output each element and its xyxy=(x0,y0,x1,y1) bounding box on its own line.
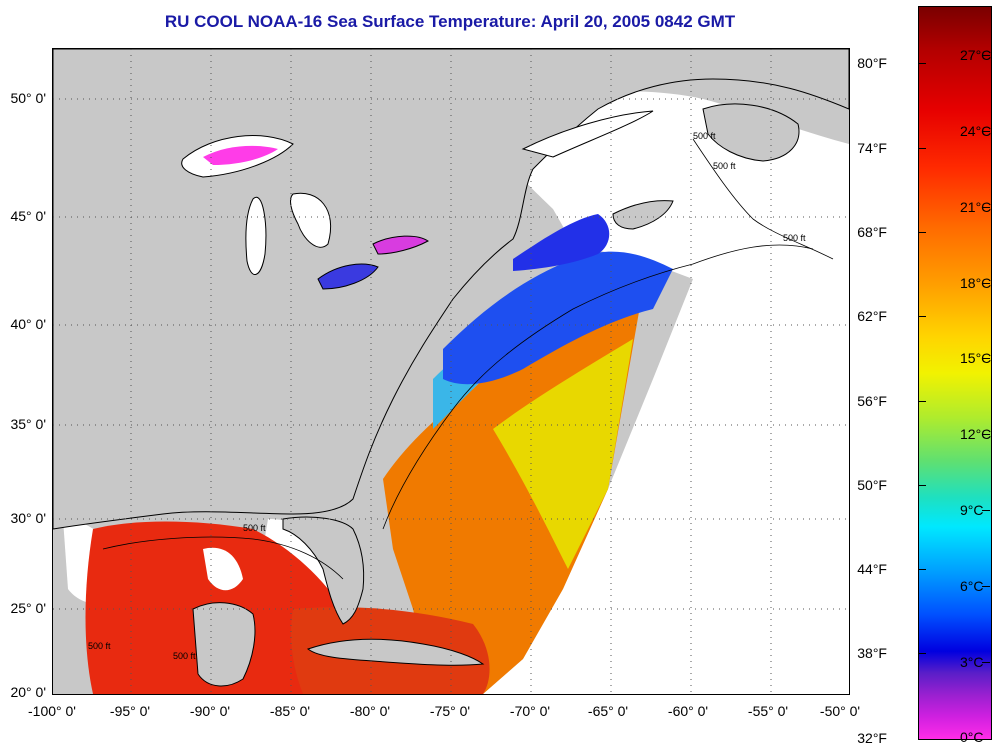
fahrenheit-label: 62°F xyxy=(857,308,887,324)
celsius-label: 21°C xyxy=(960,199,992,215)
isobath-north xyxy=(692,138,834,260)
colorbar-tick xyxy=(982,586,990,587)
fahrenheit-label: 38°F xyxy=(857,645,887,661)
colorbar-tick xyxy=(982,55,990,56)
celsius-label: 0°C xyxy=(960,729,984,745)
isobath-gulf xyxy=(102,536,344,580)
colorbar-tick xyxy=(982,434,990,435)
isobath-labels: 500 ft 500 ft 500 ft 500 ft 500 ft 500 f… xyxy=(88,131,806,661)
cuba xyxy=(306,638,485,666)
lat-label: 40° 0' xyxy=(10,316,46,332)
temperature-colorbar xyxy=(918,6,992,740)
lat-label: 30° 0' xyxy=(10,510,46,526)
fahrenheit-label: 80°F xyxy=(857,55,887,71)
lake-superior-sst xyxy=(203,145,278,165)
colorbar-tick xyxy=(918,63,926,64)
isobath-label: 500 ft xyxy=(693,131,716,141)
isobath-label: 500 ft xyxy=(713,161,736,171)
lat-label: 20° 0' xyxy=(10,684,46,700)
nova-scotia xyxy=(612,200,674,230)
st-lawrence xyxy=(521,110,654,158)
isobath-label: 500 ft xyxy=(243,523,266,533)
map-canvas: 500 ft 500 ft 500 ft 500 ft 500 ft 500 f… xyxy=(53,49,849,694)
lon-label: -55° 0' xyxy=(747,703,789,719)
celsius-label: 12°C xyxy=(960,426,992,442)
celsius-label: 3°C xyxy=(960,654,984,670)
lon-label: -65° 0' xyxy=(587,703,629,719)
gulf-of-maine-blue xyxy=(513,214,610,271)
colorbar-tick xyxy=(918,232,926,233)
colorbar-tick xyxy=(918,316,926,317)
isobaths xyxy=(102,138,834,580)
colorbar-tick xyxy=(982,283,990,284)
celsius-label: 6°C xyxy=(960,578,984,594)
fahrenheit-label: 32°F xyxy=(857,730,887,746)
sst-map: 500 ft 500 ft 500 ft 500 ft 500 ft 500 f… xyxy=(52,48,850,695)
celsius-label: 9°C xyxy=(960,502,984,518)
lat-label: 35° 0' xyxy=(10,416,46,432)
colorbar-tick xyxy=(918,148,926,149)
celsius-label: 15°C xyxy=(960,350,992,366)
lon-label: -90° 0' xyxy=(189,703,231,719)
isobath-atlantic xyxy=(382,244,814,530)
great-lakes xyxy=(181,110,654,290)
colorbar-tick xyxy=(918,485,926,486)
lat-label: 50° 0' xyxy=(10,90,46,106)
yucatan-peninsula xyxy=(192,602,256,687)
chart-title: RU COOL NOAA-16 Sea Surface Temperature:… xyxy=(164,12,736,31)
lon-label: -85° 0' xyxy=(269,703,311,719)
celsius-label: 18°C xyxy=(960,275,992,291)
fahrenheit-label: 68°F xyxy=(857,224,887,240)
colorbar-tick xyxy=(918,569,926,570)
lake-huron-outline xyxy=(290,192,332,248)
lon-label: -80° 0' xyxy=(349,703,391,719)
lat-label: 25° 0' xyxy=(10,600,46,616)
colorbar-tick xyxy=(918,401,926,402)
newfoundland xyxy=(702,103,800,162)
colorbar-tick xyxy=(982,662,990,663)
isobath-label: 500 ft xyxy=(88,641,111,651)
lon-label: -60° 0' xyxy=(667,703,709,719)
lon-label: -95° 0' xyxy=(109,703,151,719)
graticule xyxy=(53,49,849,694)
colorbar-tick xyxy=(918,653,926,654)
fahrenheit-label: 74°F xyxy=(857,140,887,156)
lon-label: -75° 0' xyxy=(429,703,471,719)
colorbar-tick xyxy=(982,207,990,208)
celsius-label: 27°C xyxy=(960,47,992,63)
gulfstream-yellow xyxy=(493,339,633,569)
celsius-label: 24°C xyxy=(960,123,992,139)
fahrenheit-label: 56°F xyxy=(857,393,887,409)
lake-erie-outline xyxy=(317,263,379,290)
fahrenheit-label: 50°F xyxy=(857,477,887,493)
lon-label: -50° 0' xyxy=(819,703,861,719)
lake-ontario-outline xyxy=(372,235,429,255)
lon-label: -70° 0' xyxy=(509,703,551,719)
yucatan-white xyxy=(203,547,243,591)
colorbar-tick xyxy=(982,510,990,511)
colorbar-tick xyxy=(982,358,990,359)
isobath-label: 500 ft xyxy=(173,651,196,661)
lon-label: -100° 0' xyxy=(28,703,76,719)
lake-michigan-outline xyxy=(245,196,267,275)
colorbar-tick xyxy=(982,131,990,132)
lat-label: 45° 0' xyxy=(10,208,46,224)
fahrenheit-label: 44°F xyxy=(857,561,887,577)
isobath-label: 500 ft xyxy=(783,233,806,243)
